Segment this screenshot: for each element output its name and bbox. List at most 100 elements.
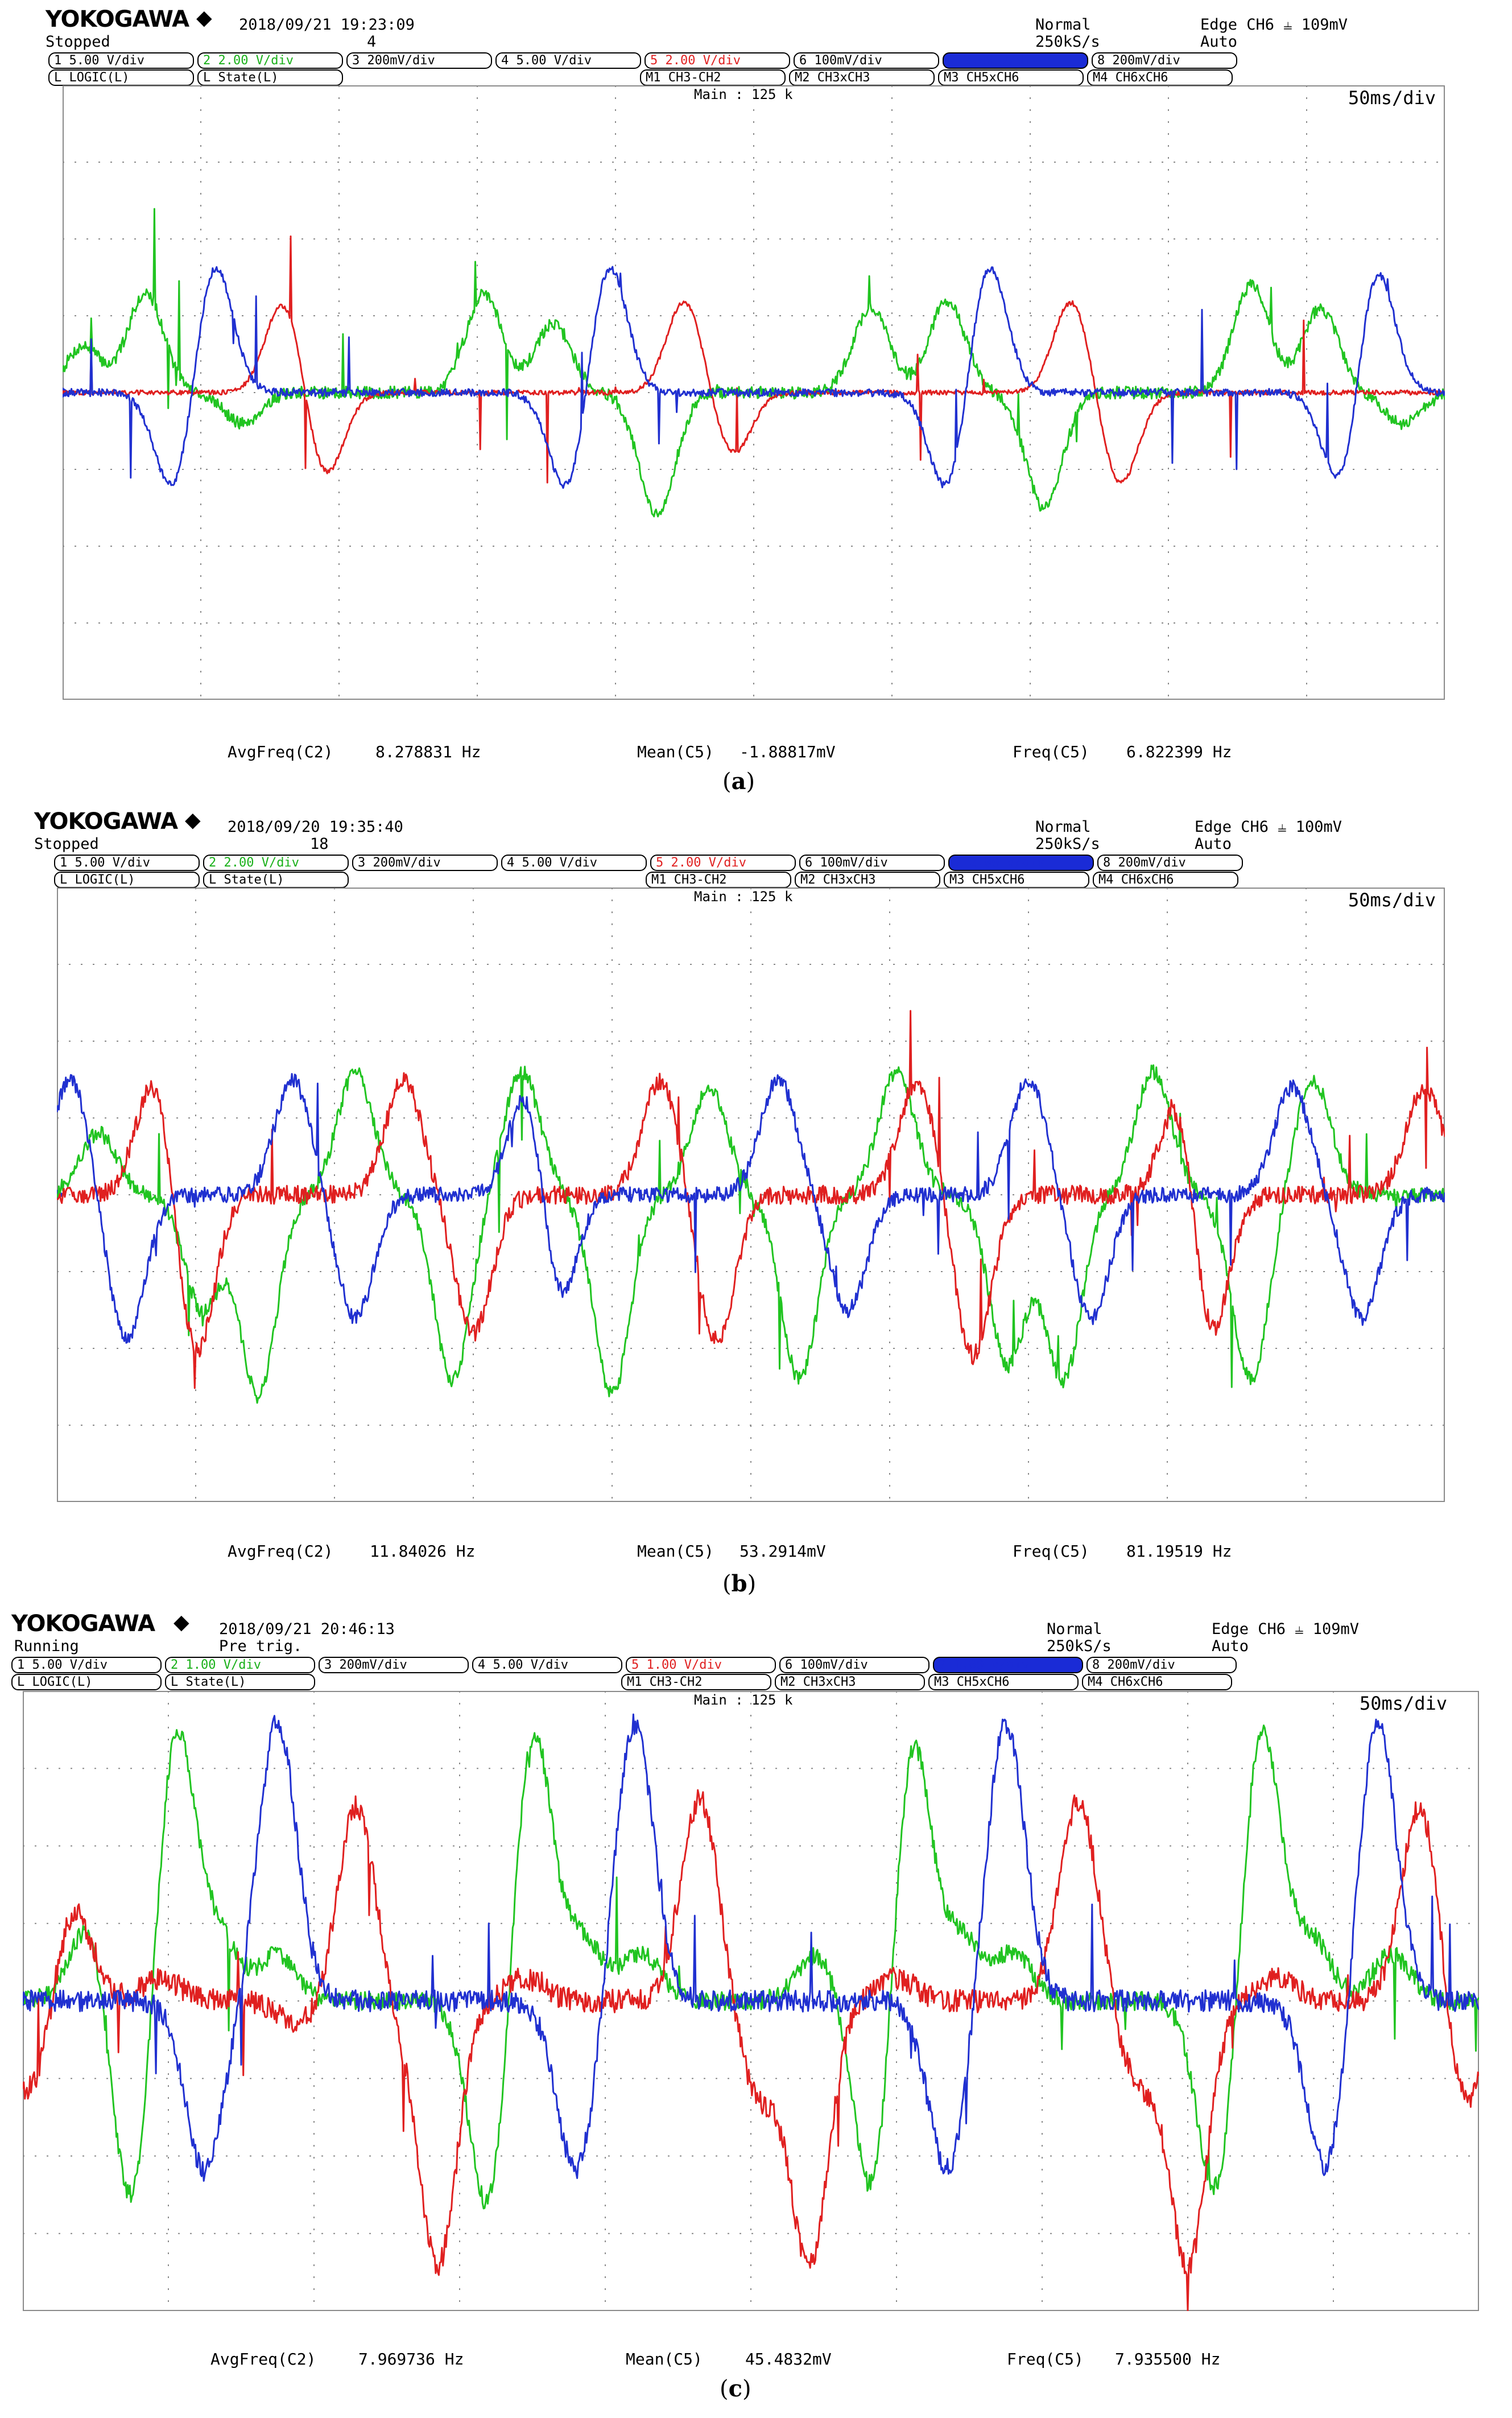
sample-rate: 250kS/s [1035, 835, 1100, 853]
freq-label: Freq(C5) [1013, 742, 1089, 761]
brand-logo: YOKOGAWA [46, 6, 189, 32]
channel-6-box[interactable]: 6 100mV/div [799, 855, 945, 871]
channel-1-box[interactable]: 1 5.00 V/div [11, 1657, 162, 1673]
time-per-div: 50ms/div [1360, 1693, 1448, 1714]
trigger-mode: Auto [1195, 835, 1232, 853]
freq-value: 7.935500 Hz [1115, 2350, 1221, 2369]
caption-letter: a [731, 768, 746, 795]
trace-blue [63, 266, 1445, 489]
math-1-box[interactable]: M1 CH3-CH2 [640, 69, 786, 86]
logic-box[interactable]: L LOGIC(L) [11, 1674, 162, 1690]
math-4-box[interactable]: M4 CH6xCH6 [1087, 69, 1233, 86]
channel-row-2: L LOGIC(L) L State(L) M1 CH3-CH2 M2 CH3x… [48, 69, 1236, 86]
avg-freq-label: AvgFreq(C2) [228, 1542, 333, 1561]
channel-7-box[interactable]: 7 2.00 V/div [943, 52, 1088, 69]
acq-mode: Normal [1035, 818, 1091, 836]
state-box[interactable]: L State(L) [203, 872, 349, 888]
time-per-div: 50ms/div [1348, 87, 1436, 109]
channel-6-box[interactable]: 6 100mV/div [794, 52, 939, 69]
caption-b: (b) [722, 1570, 757, 1597]
sample-rate: 250kS/s [1035, 33, 1100, 51]
channel-1-box[interactable]: 1 5.00 V/div [48, 52, 194, 69]
waveform-display [23, 1691, 1479, 2311]
trace-red [63, 235, 1445, 484]
math-2-box[interactable]: M2 CH3xCH3 [795, 872, 940, 888]
math-2-box[interactable]: M2 CH3xCH3 [789, 69, 935, 86]
channel-6-box[interactable]: 6 100mV/div [779, 1657, 929, 1673]
channel-3-box[interactable]: 3 200mV/div [352, 855, 498, 871]
run-state: Running [14, 1637, 79, 1655]
math-3-box[interactable]: M3 CH5xCH6 [938, 69, 1084, 86]
avg-freq-label: AvgFreq(C2) [210, 2350, 316, 2369]
channel-4-box[interactable]: 4 5.00 V/div [472, 1657, 622, 1673]
math-3-box[interactable]: M3 CH5xCH6 [928, 1674, 1079, 1690]
channel-row-1: 1 5.00 V/div 2 2.00 V/div 3 200mV/div 4 … [54, 855, 1246, 871]
zoom-label: Main : 125 k [694, 889, 793, 905]
avg-freq-label: AvgFreq(C2) [228, 742, 333, 761]
caption-c: (c) [720, 2375, 751, 2402]
datetime: 2018/09/21 20:46:13 [219, 1620, 395, 1638]
trace-blue [57, 1073, 1445, 1344]
trace-blue [23, 1713, 1479, 2182]
trace-red [57, 1010, 1445, 1389]
channel-7-box[interactable]: 7 2.00 V/div [948, 855, 1094, 871]
trigger-setting: Edge CH6 ⫨ 109mV [1212, 1620, 1360, 1638]
channel-2-box[interactable]: 2 2.00 V/div [203, 855, 349, 871]
acq-mode: Normal [1035, 16, 1091, 34]
math-4-box[interactable]: M4 CH6xCH6 [1093, 872, 1238, 888]
channel-3-box[interactable]: 3 200mV/div [346, 52, 492, 69]
freq-value: 81.19519 Hz [1126, 1542, 1232, 1561]
caption-letter: b [731, 1570, 747, 1597]
math-3-box[interactable]: M3 CH5xCH6 [944, 872, 1089, 888]
caption-a: (a) [722, 768, 755, 795]
freq-label: Freq(C5) [1007, 2350, 1084, 2369]
acq-count: Pre trig. [219, 1637, 303, 1655]
mean-value: 53.2914mV [740, 1542, 826, 1561]
channel-8-box[interactable]: 8 200mV/div [1087, 1657, 1237, 1673]
waveform-display [63, 85, 1445, 700]
panel-a: YOKOGAWA ◆ 2018/09/21 19:23:09 Stopped 4… [0, 0, 1512, 808]
mean-label: Mean(C5) [626, 2350, 703, 2369]
mean-label: Mean(C5) [637, 1542, 714, 1561]
run-state: Stopped [34, 835, 99, 853]
datetime: 2018/09/20 19:35:40 [228, 818, 403, 836]
channel-5-box[interactable]: 5 2.00 V/div [645, 52, 790, 69]
waveform-display [57, 888, 1445, 1502]
panel-b: YOKOGAWA ◆ 2018/09/20 19:35:40 Stopped 1… [0, 802, 1512, 1610]
channel-1-box[interactable]: 1 5.00 V/div [54, 855, 200, 871]
channel-5-box[interactable]: 5 2.00 V/div [650, 855, 796, 871]
math-4-box[interactable]: M4 CH6xCH6 [1082, 1674, 1232, 1690]
channel-2-box[interactable]: 2 2.00 V/div [197, 52, 343, 69]
state-box[interactable]: L State(L) [197, 69, 343, 86]
state-box[interactable]: L State(L) [165, 1674, 315, 1690]
mean-label: Mean(C5) [637, 742, 714, 761]
math-1-box[interactable]: M1 CH3-CH2 [646, 872, 791, 888]
trace-green [57, 1064, 1445, 1404]
channel-7-box[interactable]: 7 1.00 V/div [933, 1657, 1083, 1673]
avg-freq-value: 7.969736 Hz [358, 2350, 464, 2369]
freq-label: Freq(C5) [1013, 1542, 1089, 1561]
logic-box[interactable]: L LOGIC(L) [54, 872, 200, 888]
brand-logo: YOKOGAWA [34, 808, 178, 835]
channel-8-box[interactable]: 8 200mV/div [1092, 52, 1237, 69]
logic-box[interactable]: L LOGIC(L) [48, 69, 194, 86]
channel-4-box[interactable]: 4 5.00 V/div [501, 855, 647, 871]
run-state: Stopped [46, 33, 110, 51]
channel-4-box[interactable]: 4 5.00 V/div [495, 52, 641, 69]
channel-2-box[interactable]: 2 1.00 V/div [165, 1657, 315, 1673]
channel-3-box[interactable]: 3 200mV/div [319, 1657, 469, 1673]
trigger-setting: Edge CH6 ⫨ 109mV [1200, 16, 1348, 34]
trace-red [23, 1789, 1479, 2311]
mean-value: -1.88817mV [740, 742, 836, 761]
mean-value: 45.4832mV [745, 2350, 832, 2369]
math-2-box[interactable]: M2 CH3xCH3 [775, 1674, 925, 1690]
channel-5-box[interactable]: 5 1.00 V/div [626, 1657, 776, 1673]
time-per-div: 50ms/div [1348, 889, 1436, 911]
freq-value: 6.822399 Hz [1126, 742, 1232, 761]
brand-diamond-icon: ◆ [173, 1611, 189, 1634]
channel-8-box[interactable]: 8 200mV/div [1097, 855, 1243, 871]
acq-count: 18 [310, 835, 329, 853]
channel-row-2: L LOGIC(L) L State(L) M1 CH3-CH2 M2 CH3x… [54, 872, 1242, 888]
math-1-box[interactable]: M1 CH3-CH2 [621, 1674, 771, 1690]
datetime: 2018/09/21 19:23:09 [239, 16, 415, 34]
